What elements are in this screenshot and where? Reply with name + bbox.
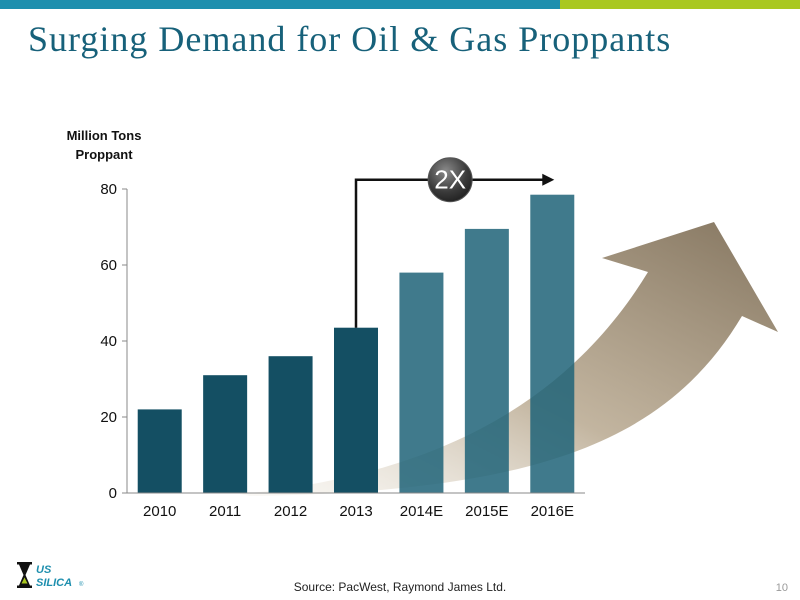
bar-series (137, 194, 575, 493)
hourglass-icon (17, 562, 32, 588)
top-accent-bar-green (560, 0, 800, 9)
growth-annotation: 2X (354, 157, 555, 328)
y-tick-label: 60 (100, 257, 117, 274)
x-tick-label: 2015E (465, 503, 508, 520)
bar-2013 (334, 327, 378, 493)
bar-2016e (530, 194, 575, 493)
bar-2015e (464, 228, 509, 493)
annotation-arrowhead-icon (542, 173, 555, 186)
y-tick-label: 40 (100, 333, 117, 350)
logo-registered-mark: ® (79, 581, 84, 588)
annotation-connector-line (354, 178, 545, 328)
y-axis-title-line-1: Million Tons (67, 128, 142, 143)
y-axis-title-line-2: Proppant (75, 147, 133, 162)
source-note: Source: PacWest, Raymond James Ltd. (293, 580, 507, 594)
x-tick-label: 2016E (531, 503, 574, 520)
x-tick-label: 2013 (339, 503, 372, 520)
y-tick-label: 20 (100, 409, 117, 426)
top-accent-bar-blue (0, 0, 560, 9)
x-tick-label: 2014E (400, 503, 443, 520)
bar-2010 (137, 409, 182, 493)
slide-title: Surging Demand for Oil & Gas Proppants (28, 19, 672, 59)
logo-text-us: US (36, 564, 52, 576)
y-tick-label: 0 (109, 485, 117, 502)
us-silica-logo: US SILICA ® (17, 562, 84, 589)
bar-2011 (203, 375, 248, 493)
y-axis: 0 20 40 60 80 (100, 181, 128, 502)
x-tick-label: 2010 (143, 503, 176, 520)
bar-2012 (268, 356, 313, 493)
x-axis: 2010 2011 2012 2013 2014E 2015E 2016E (127, 492, 585, 520)
annotation-badge (427, 157, 473, 203)
x-tick-label: 2012 (274, 503, 307, 520)
sand-arrow-graphic (240, 222, 778, 496)
bar-2014e (399, 272, 444, 493)
page-number: 10 (775, 582, 788, 594)
annotation-label: 2X (434, 165, 466, 195)
y-tick-label: 80 (100, 181, 117, 198)
x-tick-label: 2011 (209, 503, 241, 520)
logo-text-silica: SILICA (36, 577, 72, 589)
